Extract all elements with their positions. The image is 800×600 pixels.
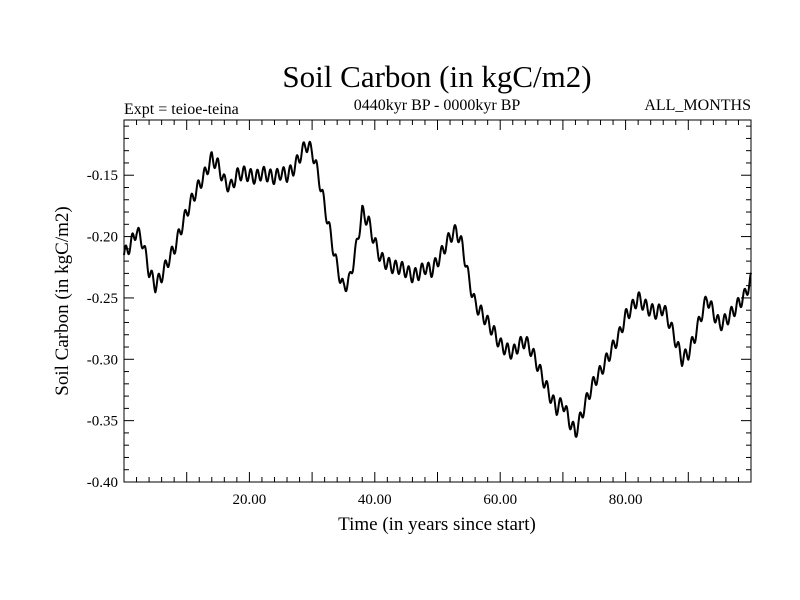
y-axis-title: Soil Carbon (in kgC/m2) <box>52 206 73 395</box>
y-tick-label: -0.30 <box>87 352 118 368</box>
x-tick-label: 20.00 <box>233 492 267 508</box>
axis-tick-labels: 20.00 40.00 60.00 80.00 -0.40 -0.35 -0.30 -0.25… <box>87 168 643 508</box>
y-tick-label: -0.40 <box>87 475 118 491</box>
series-line <box>123 140 752 438</box>
chart-title: Soil Carbon (in kgC/m2) <box>282 59 591 94</box>
chart-subtitle-right: ALL_MONTHS <box>644 97 751 114</box>
x-tick-label: 60.00 <box>483 492 517 508</box>
y-tick-label: -0.20 <box>87 230 118 246</box>
chart-subtitle-left: Expt = teioe-teina <box>124 101 239 118</box>
y-tick-label: -0.35 <box>87 414 118 430</box>
x-axis-title: Time (in years since start) <box>338 514 536 535</box>
axis-ticks <box>123 120 752 483</box>
x-tick-label: 80.00 <box>609 492 643 508</box>
x-tick-label: 40.00 <box>358 492 392 508</box>
chart-subtitle-center: 0440kyr BP - 0000kyr BP <box>354 97 521 114</box>
y-tick-label: -0.15 <box>87 168 118 184</box>
y-tick-label: -0.25 <box>87 291 118 307</box>
